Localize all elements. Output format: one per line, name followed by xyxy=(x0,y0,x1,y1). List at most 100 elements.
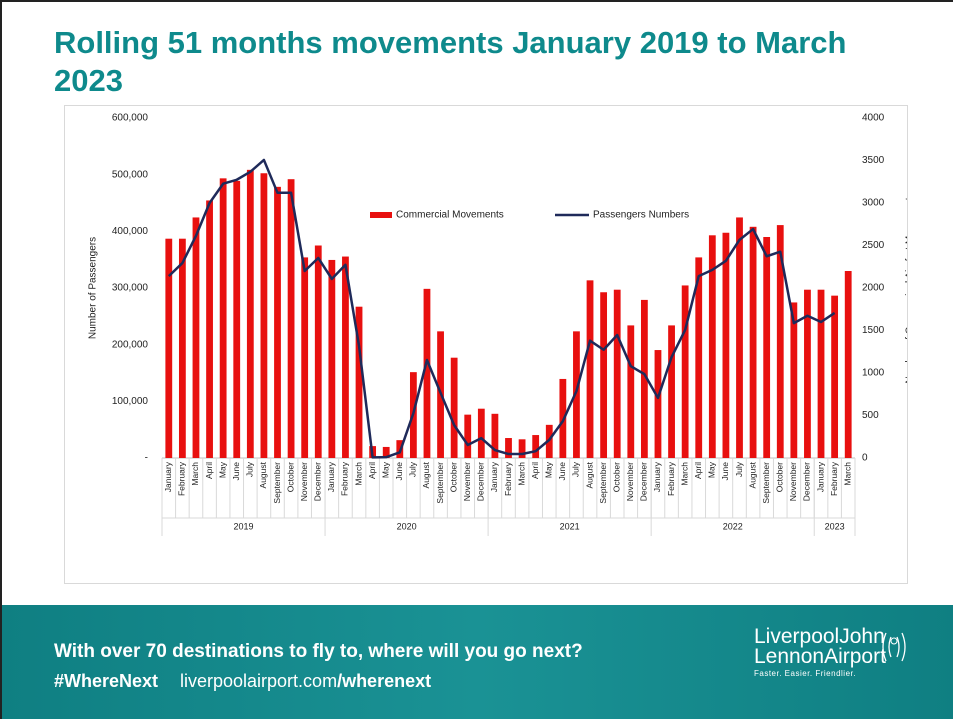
bar xyxy=(668,325,675,458)
bar xyxy=(695,257,703,458)
x-tick-label: June xyxy=(231,462,241,481)
x-tick-label: January xyxy=(326,461,336,492)
url-base: liverpoolairport.com xyxy=(180,671,338,691)
bar xyxy=(654,350,662,458)
bar xyxy=(817,289,825,458)
y2-tick-label: 1500 xyxy=(862,325,885,336)
group-label: 2023 xyxy=(825,521,845,531)
y2-tick-label: 0 xyxy=(862,453,868,464)
x-tick-label: May xyxy=(544,461,554,478)
y-tick-label: 600,000 xyxy=(112,113,149,124)
bar xyxy=(491,413,499,458)
group-label: 2021 xyxy=(560,521,580,531)
bar xyxy=(844,271,852,458)
x-tick-label: August xyxy=(421,461,431,488)
footer: With over 70 destinations to fly to, whe… xyxy=(2,605,953,719)
x-tick-label: February xyxy=(177,461,187,496)
bar xyxy=(573,331,580,458)
x-tick-label: August xyxy=(258,461,268,488)
y2-tick-label: 3000 xyxy=(862,198,885,209)
x-tick-label: February xyxy=(829,461,839,496)
x-tick-label: July xyxy=(734,461,744,477)
bar xyxy=(640,299,648,458)
group-label: 2019 xyxy=(234,521,254,531)
slide-title: Rolling 51 months movements January 2019… xyxy=(54,25,847,98)
x-tick-label: January xyxy=(489,461,499,492)
x-tick-label: May xyxy=(380,461,390,478)
line xyxy=(167,158,836,459)
x-tick-label: December xyxy=(802,462,812,501)
bar xyxy=(423,288,431,458)
x-tick-label: October xyxy=(448,462,458,492)
bar xyxy=(178,238,186,458)
x-tick-label: October xyxy=(775,462,785,492)
y-tick-label: 400,000 xyxy=(112,226,149,237)
x-tick-label: January xyxy=(652,461,662,492)
legend-label: Passengers Numbers xyxy=(593,210,689,221)
bar xyxy=(804,289,811,458)
y-tick-label: 100,000 xyxy=(112,396,149,407)
bar xyxy=(219,178,227,458)
chart-frame: - 100,000 200,000 300,000 400,000 500,000 600,… xyxy=(64,105,916,584)
x-tick-label: November xyxy=(625,462,635,501)
x-tick-label: December xyxy=(639,462,649,501)
x-tick-label: June xyxy=(557,462,567,481)
bar xyxy=(790,302,798,458)
x-tick-label: December xyxy=(476,462,486,501)
x-tick-label: February xyxy=(340,461,350,496)
x-tick-label: September xyxy=(598,462,608,504)
bar xyxy=(749,226,757,458)
x-tick-label: June xyxy=(720,462,730,481)
x-tick-label: May xyxy=(217,461,227,478)
bar xyxy=(301,257,309,458)
hashtag: #WhereNext xyxy=(54,671,159,691)
bar xyxy=(314,245,322,458)
bar xyxy=(192,217,200,458)
y-tick-label: 300,000 xyxy=(112,283,149,294)
bar xyxy=(165,238,173,458)
x-tick-label: September xyxy=(435,462,445,504)
legend-label: Commercial Movements xyxy=(396,210,504,221)
x-tick-label: June xyxy=(394,462,404,481)
x-tick-label: April xyxy=(530,462,540,479)
bar xyxy=(206,200,213,458)
bar xyxy=(776,225,784,458)
x-tick-label: March xyxy=(190,462,200,486)
bar xyxy=(532,435,540,458)
x-tick-label: February xyxy=(666,461,676,496)
y-tick-label: 200,000 xyxy=(112,339,149,350)
logo: LiverpoolJohn LennonAirport Faster. Easi… xyxy=(754,625,886,681)
bar xyxy=(722,232,730,458)
bar xyxy=(600,292,608,458)
y2-tick-label: 2000 xyxy=(862,283,885,294)
bar xyxy=(613,289,621,458)
x-tick-label: September xyxy=(761,462,771,504)
x-tick-label: May xyxy=(707,461,717,478)
y2-tick-label: 3500 xyxy=(862,155,885,166)
bar xyxy=(831,295,839,458)
logo-line: LiverpoolJohn xyxy=(754,625,885,648)
tagline: With over 70 destinations to fly to, whe… xyxy=(54,641,583,662)
x-tick-label: April xyxy=(693,462,703,479)
x-tick-label: January xyxy=(815,461,825,492)
bar xyxy=(342,256,349,458)
x-tick-label: October xyxy=(285,462,295,492)
bar xyxy=(505,438,512,458)
x-tick-label: November xyxy=(788,462,798,501)
bar xyxy=(681,285,689,458)
x-tick-label: September xyxy=(272,462,282,504)
x-tick-label: December xyxy=(313,462,323,501)
x-tick-label: March xyxy=(842,462,852,486)
bar xyxy=(477,408,485,458)
y2-tick-label: 4000 xyxy=(862,113,885,124)
x-tick-label: March xyxy=(516,462,526,486)
bar xyxy=(382,446,390,458)
x-tick-label: November xyxy=(299,462,309,501)
url: liverpoolairport.com/wherenext xyxy=(180,671,431,692)
x-tick-label: July xyxy=(245,461,255,477)
bar xyxy=(287,179,295,458)
bar xyxy=(274,186,281,458)
x-tick-label: August xyxy=(747,461,757,488)
y2-tick-label: 1000 xyxy=(862,368,885,379)
